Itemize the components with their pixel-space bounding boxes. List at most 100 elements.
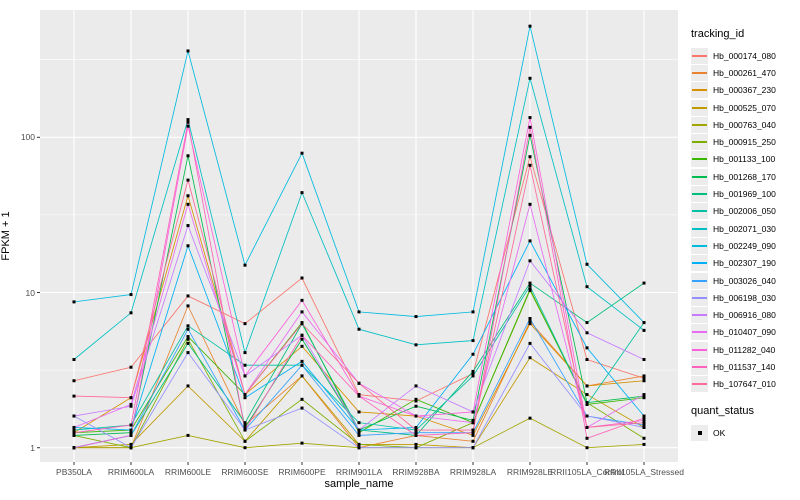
data-point bbox=[243, 351, 247, 355]
x-tick-label-RRIM600LE: RRIM600LE bbox=[164, 467, 212, 477]
legend-entry-quant-ok: OK bbox=[691, 424, 799, 441]
legend-entry-Hb_001268_170: Hb_001268_170 bbox=[691, 168, 799, 185]
data-point bbox=[528, 125, 532, 129]
data-point bbox=[414, 404, 418, 408]
data-point bbox=[528, 155, 532, 159]
data-point bbox=[585, 346, 589, 350]
data-point bbox=[186, 335, 190, 339]
line-key-icon bbox=[691, 116, 708, 133]
data-point bbox=[357, 381, 361, 385]
data-point bbox=[357, 327, 361, 331]
data-point bbox=[186, 351, 190, 355]
data-point bbox=[72, 446, 76, 450]
data-point bbox=[528, 239, 532, 243]
data-point bbox=[243, 363, 247, 367]
data-point bbox=[471, 446, 475, 450]
legend-label: Hb_003026_040 bbox=[713, 275, 776, 286]
data-point bbox=[585, 331, 589, 335]
data-point bbox=[72, 394, 76, 398]
legend-label: Hb_010407_090 bbox=[713, 327, 776, 338]
data-point bbox=[300, 359, 304, 363]
data-point bbox=[243, 396, 247, 400]
legend-label: Hb_000763_040 bbox=[713, 119, 776, 130]
data-point bbox=[528, 416, 532, 420]
data-point bbox=[72, 433, 76, 437]
data-point bbox=[471, 374, 475, 378]
legend-label: Hb_000174_080 bbox=[713, 50, 776, 61]
legend-entry-Hb_001133_100: Hb_001133_100 bbox=[691, 151, 799, 168]
data-point bbox=[300, 191, 304, 195]
data-point bbox=[186, 202, 190, 206]
data-point bbox=[642, 396, 646, 400]
data-point bbox=[471, 428, 475, 432]
data-point bbox=[129, 404, 133, 408]
data-point bbox=[300, 406, 304, 410]
data-point bbox=[243, 446, 247, 450]
data-point bbox=[357, 421, 361, 425]
data-point bbox=[642, 414, 646, 418]
line-key-icon bbox=[691, 324, 708, 341]
legend-entry-Hb_010407_090: Hb_010407_090 bbox=[691, 324, 799, 341]
data-point bbox=[414, 425, 418, 429]
data-point bbox=[414, 433, 418, 437]
data-point bbox=[471, 433, 475, 437]
data-point bbox=[72, 414, 76, 418]
data-point bbox=[528, 116, 532, 120]
data-point bbox=[300, 344, 304, 348]
y-tick-label: 10 bbox=[25, 287, 35, 298]
data-point bbox=[357, 394, 361, 398]
data-point bbox=[642, 321, 646, 325]
legend-entry-Hb_002307_190: Hb_002307_190 bbox=[691, 255, 799, 272]
data-point bbox=[471, 439, 475, 443]
data-point bbox=[129, 293, 133, 297]
data-point bbox=[357, 410, 361, 414]
data-point bbox=[186, 120, 190, 124]
data-point bbox=[585, 414, 589, 418]
line-key-icon bbox=[691, 47, 708, 64]
data-point bbox=[186, 194, 190, 198]
data-point bbox=[528, 259, 532, 263]
data-point bbox=[243, 425, 247, 429]
data-point bbox=[585, 393, 589, 397]
data-point bbox=[414, 428, 418, 432]
line-key-icon bbox=[691, 186, 708, 203]
data-point bbox=[414, 399, 418, 403]
data-point bbox=[642, 281, 646, 285]
legend-items: Hb_000174_080 Hb_000261_470 Hb_000367_230 H… bbox=[691, 47, 799, 393]
data-point bbox=[528, 281, 532, 285]
data-point bbox=[528, 341, 532, 345]
legend-entry-Hb_011537_140: Hb_011537_140 bbox=[691, 358, 799, 375]
data-point bbox=[414, 343, 418, 347]
data-point bbox=[300, 397, 304, 401]
data-point bbox=[129, 442, 133, 446]
legend-entry-Hb_000174_080: Hb_000174_080 bbox=[691, 47, 799, 64]
legend-entry-Hb_003026_040: Hb_003026_040 bbox=[691, 272, 799, 289]
data-point bbox=[528, 133, 532, 137]
line-key-icon bbox=[691, 220, 708, 237]
line-key-icon bbox=[691, 64, 708, 81]
data-point bbox=[528, 24, 532, 28]
data-point bbox=[585, 321, 589, 325]
legend-label: Hb_000915_250 bbox=[713, 137, 776, 148]
data-point bbox=[186, 49, 190, 53]
data-point bbox=[186, 433, 190, 437]
legend-entry-Hb_002006_050: Hb_002006_050 bbox=[691, 203, 799, 220]
x-tick-label-RRII105LA_Stressed: RRII105LA_Stressed bbox=[604, 467, 684, 477]
x-tick-label-RRIM901LA: RRIM901LA bbox=[335, 467, 383, 477]
legend-entry-Hb_002071_030: Hb_002071_030 bbox=[691, 220, 799, 237]
line-key-icon bbox=[691, 289, 708, 306]
data-point bbox=[72, 300, 76, 304]
x-tick-label-RRIM928BA: RRIM928BA bbox=[392, 467, 440, 477]
data-point bbox=[186, 244, 190, 248]
data-point bbox=[300, 333, 304, 337]
data-point bbox=[471, 339, 475, 343]
data-point bbox=[528, 316, 532, 320]
data-point bbox=[186, 341, 190, 345]
data-point bbox=[300, 374, 304, 378]
data-point bbox=[243, 428, 247, 432]
legend-entry-Hb_000915_250: Hb_000915_250 bbox=[691, 133, 799, 151]
data-point bbox=[471, 410, 475, 414]
data-point bbox=[585, 384, 589, 388]
